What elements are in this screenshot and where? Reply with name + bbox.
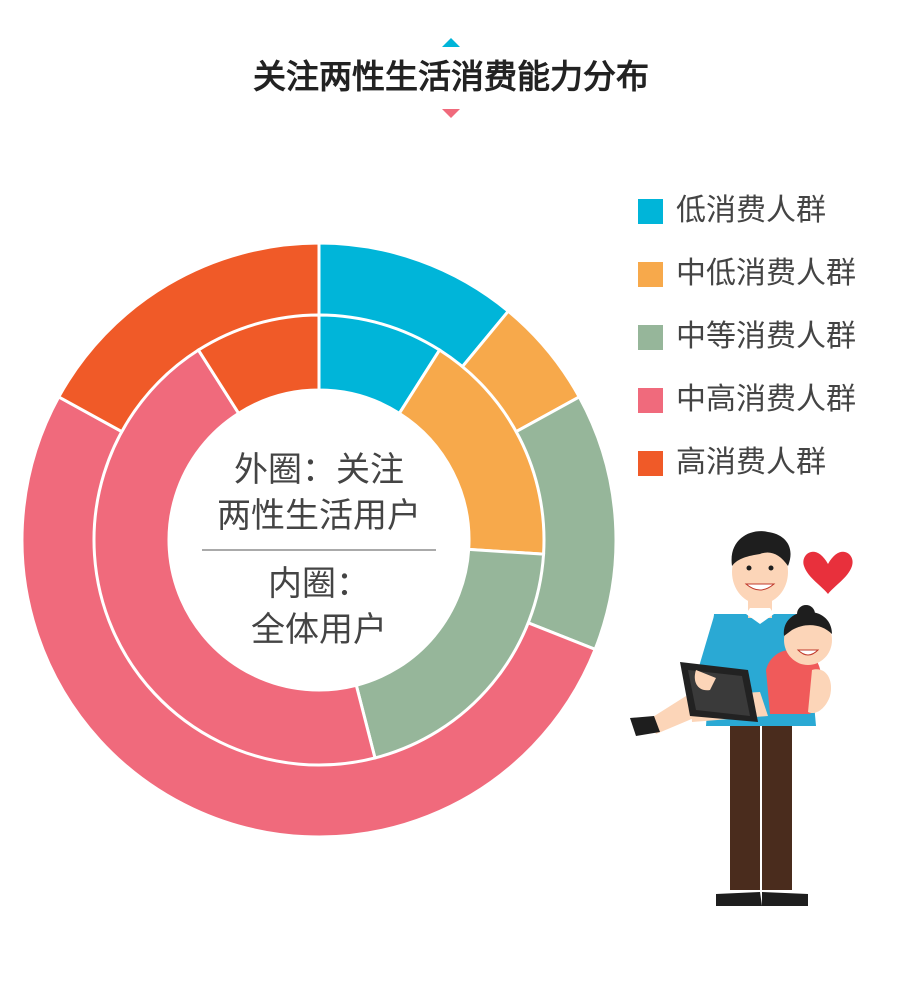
center-inner-label-1: 内圈： (268, 564, 370, 604)
center-inner-label-2: 全体用户 (251, 610, 387, 650)
legend-swatch-mid (638, 325, 663, 350)
title-block: 关注两性生活消费能力分布 (0, 38, 902, 118)
center-outer-label-1: 外圈：关注 (234, 450, 404, 490)
legend-label-mid-high: 中高消费人群 (676, 382, 856, 417)
triangle-up-icon (442, 38, 460, 47)
legend-swatch-low (638, 199, 663, 224)
laptop-icon (680, 662, 758, 722)
page-title: 关注两性生活消费能力分布 (253, 57, 649, 96)
chart-slices (20, 241, 618, 839)
legend-label-low: 低消费人群 (676, 193, 826, 228)
legend-swatch-high (638, 451, 663, 476)
legend-label-mid: 中等消费人群 (676, 319, 856, 354)
legend-label-high: 高消费人群 (676, 445, 826, 480)
donut-slice-inner-3 (92, 347, 377, 767)
couple-illustration (630, 531, 853, 906)
center-outer-label-2: 两性生活用户 (217, 496, 421, 536)
heart-icon (803, 551, 853, 594)
triangle-down-icon (442, 109, 460, 118)
legend-swatch-mid-low (638, 262, 663, 287)
man-hand (694, 670, 716, 691)
legend-swatch-mid-high (638, 388, 663, 413)
legend-label-mid-low: 中低消费人群 (676, 256, 856, 291)
donut-slice-inner-4 (196, 313, 321, 416)
